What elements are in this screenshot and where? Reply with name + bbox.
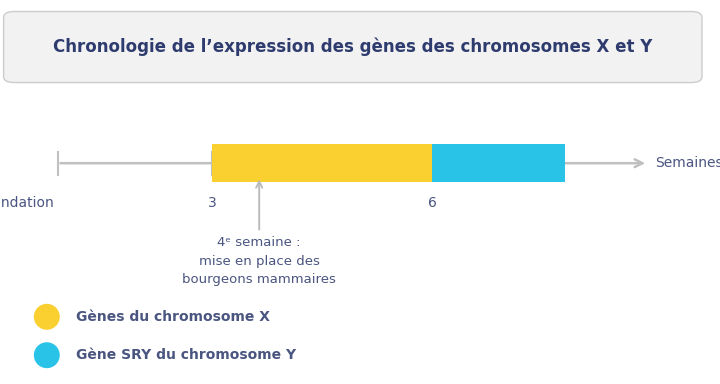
Text: Semaines: Semaines	[655, 156, 720, 170]
Text: Gènes du chromosome X: Gènes du chromosome X	[76, 310, 269, 324]
Text: Chronologie de l’expression des gènes des chromosomes X et Y: Chronologie de l’expression des gènes de…	[53, 38, 652, 56]
Text: Gène SRY du chromosome Y: Gène SRY du chromosome Y	[76, 348, 296, 362]
Ellipse shape	[34, 342, 60, 368]
Bar	[212, 144, 432, 182]
Ellipse shape	[34, 304, 60, 330]
FancyBboxPatch shape	[4, 12, 702, 83]
Text: 6: 6	[428, 196, 436, 210]
Text: 4ᵉ semaine :
mise en place des
bourgeons mammaires: 4ᵉ semaine : mise en place des bourgeons…	[182, 236, 336, 286]
Text: Fécondation: Fécondation	[0, 196, 54, 210]
Bar	[432, 144, 565, 182]
Text: 3: 3	[208, 196, 217, 210]
